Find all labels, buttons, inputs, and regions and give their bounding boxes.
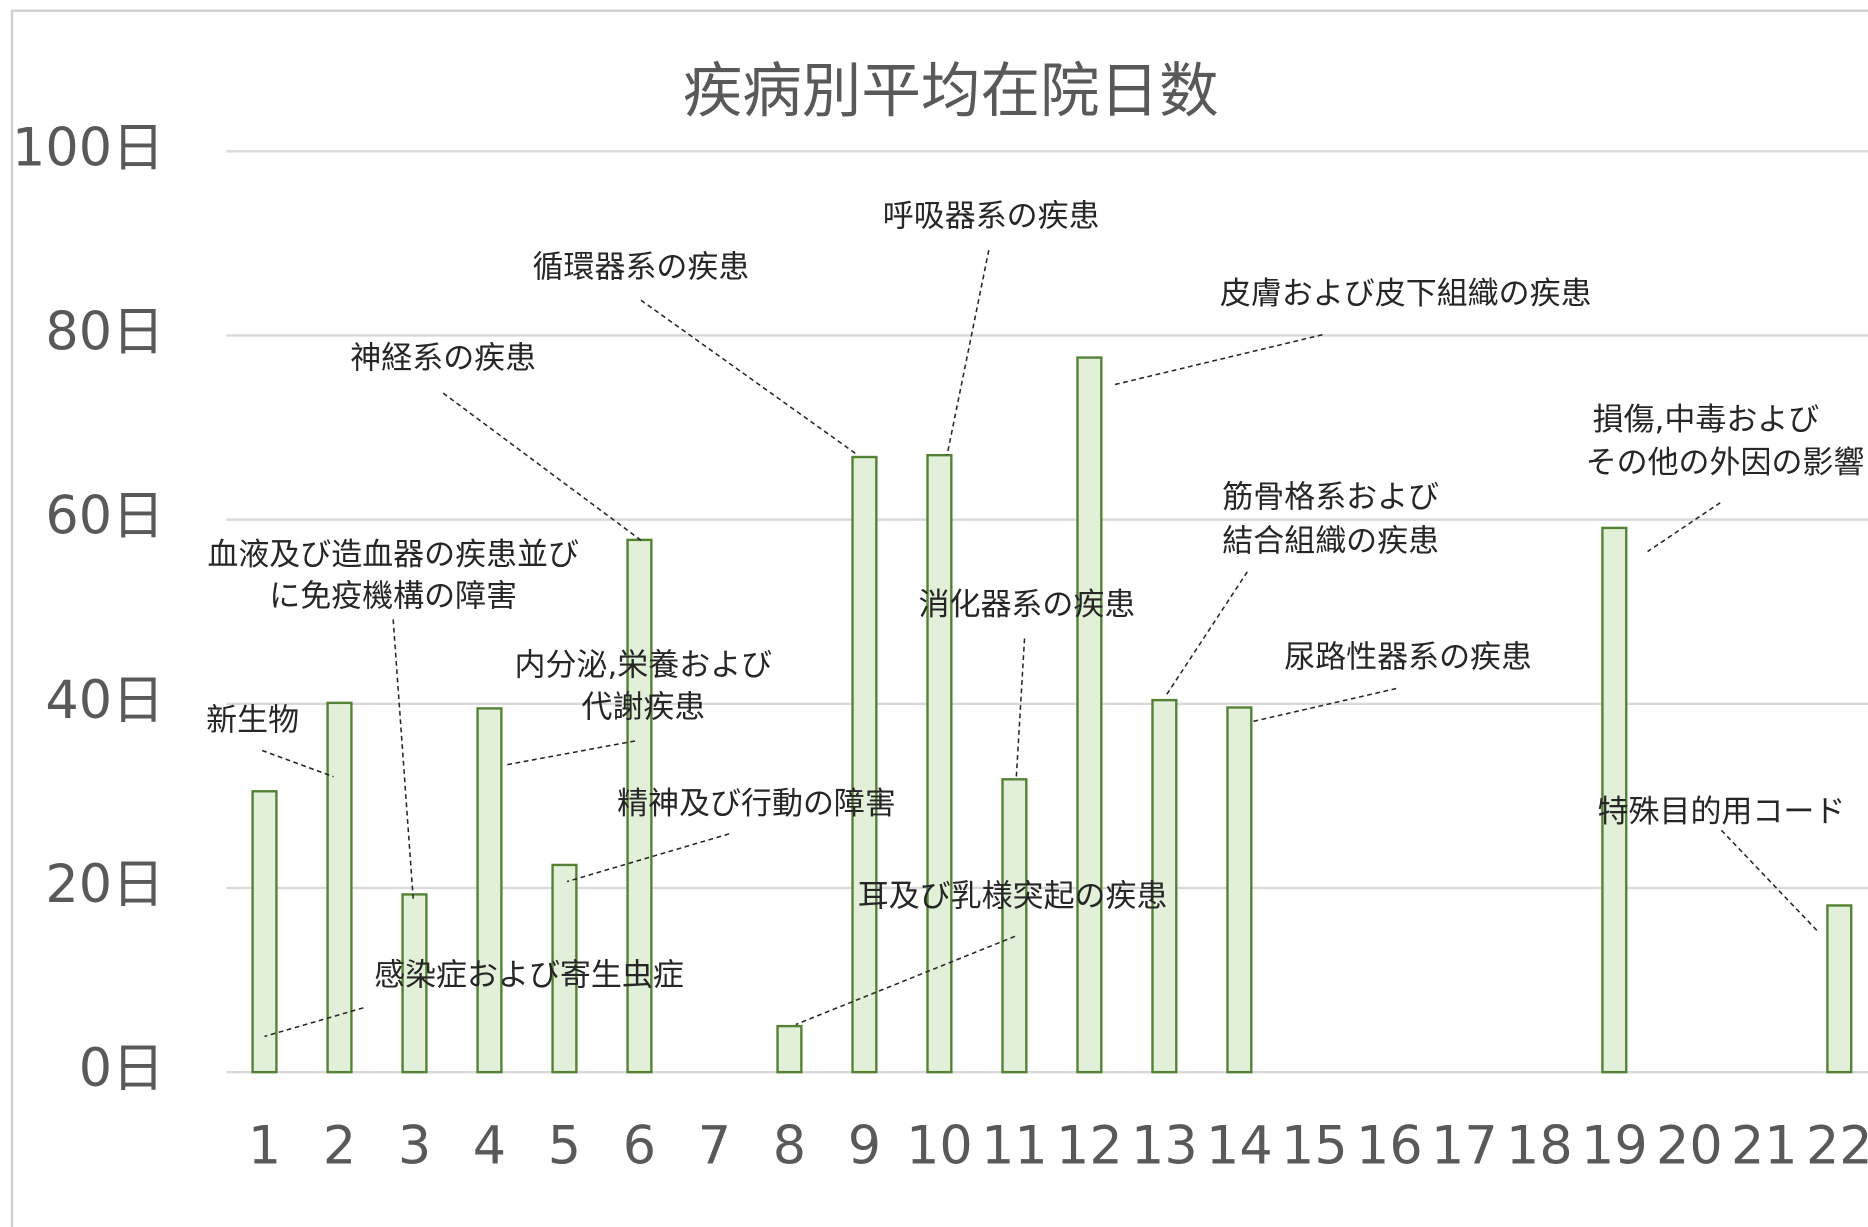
leader-line: [795, 935, 1016, 1026]
x-tick-label: 18: [1506, 1116, 1573, 1177]
annotation: 精神及び行動の障害: [617, 786, 896, 822]
bar: [326, 701, 353, 1074]
x-tick-label: 2: [323, 1116, 356, 1177]
x-tick-label: 15: [1281, 1116, 1348, 1177]
bar: [551, 863, 578, 1074]
x-tick-label: 4: [473, 1116, 506, 1177]
annotation: 新生物: [206, 702, 299, 738]
leader-line: [264, 1007, 364, 1038]
annotation: 皮膚および皮下組織の疾患: [1220, 276, 1592, 312]
bar: [1151, 698, 1178, 1074]
annotation: に免疫機構の障害: [269, 579, 517, 615]
x-tick-label: 22: [1806, 1116, 1868, 1177]
y-tick-label: 80日: [45, 301, 164, 362]
leader-line: [566, 833, 730, 883]
x-tick-label: 7: [698, 1116, 731, 1177]
bar: [1826, 904, 1853, 1074]
x-tick-label: 13: [1131, 1116, 1198, 1177]
x-tick-label: 9: [848, 1116, 881, 1177]
x-tick-label: 3: [398, 1116, 431, 1177]
annotation: 血液及び造血器の疾患並び: [207, 537, 579, 573]
chart-title: 疾病別平均在院日数: [683, 57, 1219, 126]
y-tick-label: 60日: [45, 486, 164, 547]
annotation: 耳及び乳様突起の疾患: [858, 879, 1168, 915]
leader-line: [1720, 829, 1820, 934]
y-tick-label: 40日: [45, 670, 164, 731]
x-tick-label: 21: [1731, 1116, 1798, 1177]
bar: [401, 893, 428, 1074]
leader-line: [640, 299, 859, 456]
leader-line: [392, 619, 415, 902]
x-tick-label: 16: [1356, 1116, 1423, 1177]
bar: [476, 707, 503, 1074]
annotation: 循環器系の疾患: [533, 250, 750, 286]
y-tick-label: 0日: [79, 1038, 165, 1099]
x-tick-label: 17: [1431, 1116, 1498, 1177]
leader-line: [1015, 638, 1026, 780]
annotation: 消化器系の疾患: [919, 587, 1136, 623]
annotation: 呼吸器系の疾患: [883, 199, 1100, 235]
annotation: 尿路性器系の疾患: [1284, 639, 1532, 675]
x-tick-label: 11: [981, 1116, 1048, 1177]
y-tick-label: 20日: [45, 854, 164, 915]
x-tick-label: 12: [1056, 1116, 1123, 1177]
annotation: 内分泌,栄養および: [515, 648, 773, 684]
bar: [1226, 706, 1253, 1074]
bar: [1076, 356, 1103, 1074]
bar: [251, 790, 278, 1074]
leader-line: [506, 740, 636, 766]
y-tick-label: 100日: [12, 117, 164, 178]
leader-line: [946, 250, 990, 456]
leader-line: [1113, 333, 1323, 386]
bar: [926, 453, 953, 1074]
bar: [851, 455, 878, 1074]
x-tick-label: 14: [1206, 1116, 1273, 1177]
x-tick-label: 10: [906, 1116, 973, 1177]
leader-line: [261, 749, 334, 778]
annotation: 代謝疾患: [581, 689, 705, 725]
bar: [1601, 526, 1628, 1074]
x-tick-label: 6: [623, 1116, 656, 1177]
annotation: 筋骨格系および: [1222, 480, 1439, 516]
bar: [1001, 778, 1028, 1074]
annotation: 結合組織の疾患: [1222, 524, 1439, 560]
annotation: 損傷,中毒および: [1593, 402, 1820, 438]
x-tick-label: 20: [1656, 1116, 1723, 1177]
leader-line: [1647, 502, 1721, 553]
x-tick-label: 5: [548, 1116, 581, 1177]
x-tick-label: 8: [773, 1116, 806, 1177]
annotation: 神経系の疾患: [350, 340, 536, 376]
bar: [776, 1024, 803, 1074]
annotation: 特殊目的用コード: [1598, 794, 1846, 830]
x-tick-label: 19: [1581, 1116, 1648, 1177]
annotation: 感染症および寄生虫症: [374, 957, 684, 993]
annotation: その他の外因の影響: [1586, 445, 1865, 481]
x-tick-label: 1: [248, 1116, 281, 1177]
